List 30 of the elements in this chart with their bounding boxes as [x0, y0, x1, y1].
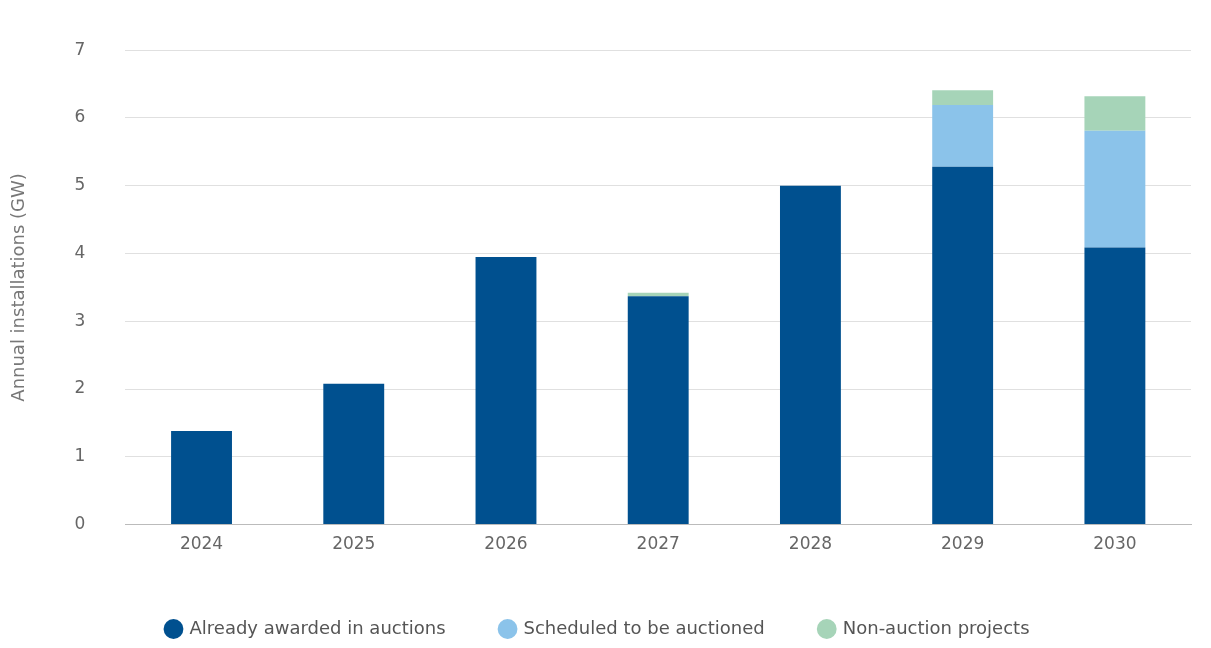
y-tick-label: 0 — [74, 513, 86, 534]
x-tick-label: 2030 — [1093, 533, 1137, 554]
y-tick-label: 6 — [74, 106, 86, 127]
x-tick-label: 2026 — [484, 533, 528, 554]
legend-label: Non-auction projects — [842, 616, 1030, 638]
x-tick-label: 2027 — [636, 533, 680, 554]
legend-label: Scheduled to be auctioned — [523, 616, 765, 638]
legend-label: Already awarded in auctions — [189, 616, 446, 638]
bar — [627, 296, 689, 525]
y-tick-label: 7 — [74, 38, 86, 59]
bar — [779, 185, 841, 525]
bar — [475, 256, 537, 525]
bar — [932, 105, 994, 167]
y-tick-label: 1 — [74, 445, 86, 466]
bar — [1084, 247, 1146, 525]
x-tick-label: 2029 — [941, 533, 985, 554]
x-tick-label: 2025 — [332, 533, 376, 554]
y-axis-title: Annual installations (GW) — [7, 173, 29, 402]
x-tick-label: 2028 — [788, 533, 833, 554]
y-tick-label: 4 — [74, 241, 86, 262]
bar — [932, 90, 994, 106]
bar — [171, 431, 232, 525]
x-tick-label: 2024 — [179, 533, 224, 554]
y-tick-label: 3 — [74, 309, 86, 330]
bar — [323, 383, 385, 525]
bar — [932, 166, 994, 525]
y-tick-label: 2 — [74, 377, 86, 398]
y-tick-label: 5 — [74, 174, 86, 195]
bar — [1084, 96, 1146, 131]
bar — [1084, 130, 1146, 248]
